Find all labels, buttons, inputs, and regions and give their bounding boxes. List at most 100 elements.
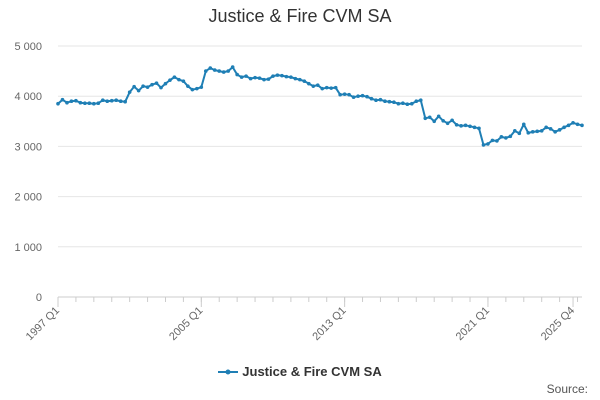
data-point[interactable] [226, 69, 230, 73]
data-point[interactable] [499, 135, 504, 139]
data-point[interactable] [154, 81, 159, 85]
data-point[interactable] [517, 131, 522, 136]
data-point[interactable] [289, 75, 293, 79]
data-point[interactable] [280, 73, 284, 78]
data-point[interactable] [159, 85, 163, 90]
data-point[interactable] [432, 119, 437, 124]
data-point[interactable] [145, 85, 150, 89]
data-point[interactable] [378, 97, 383, 102]
data-point[interactable] [427, 115, 432, 120]
data-point[interactable] [423, 116, 428, 121]
data-point[interactable] [369, 96, 374, 101]
data-point[interactable] [96, 101, 101, 106]
data-point[interactable] [333, 85, 338, 90]
data-point[interactable] [177, 77, 181, 82]
data-point[interactable] [69, 99, 74, 104]
data-point[interactable] [181, 79, 186, 83]
data-point[interactable] [78, 100, 83, 105]
data-point[interactable] [324, 85, 329, 90]
data-point[interactable] [320, 86, 325, 91]
data-point[interactable] [365, 94, 369, 99]
data-point[interactable] [262, 77, 266, 82]
data-point[interactable] [571, 121, 575, 125]
data-point[interactable] [508, 134, 513, 139]
data-point[interactable] [60, 97, 65, 102]
data-point[interactable] [136, 88, 141, 93]
data-point[interactable] [132, 84, 136, 89]
data-point[interactable] [83, 101, 87, 106]
data-point[interactable] [414, 99, 419, 104]
data-point[interactable] [105, 99, 110, 104]
data-point[interactable] [275, 73, 280, 77]
data-point[interactable] [526, 131, 531, 135]
data-point[interactable] [544, 125, 548, 130]
data-point[interactable] [513, 129, 517, 133]
data-point[interactable] [463, 123, 468, 128]
data-point[interactable] [298, 77, 302, 82]
data-point[interactable] [504, 136, 508, 140]
data-point[interactable] [257, 76, 262, 80]
data-point[interactable] [410, 101, 414, 106]
data-point[interactable] [118, 99, 123, 104]
data-point[interactable] [65, 100, 69, 105]
data-point[interactable] [486, 142, 490, 146]
data-point[interactable] [495, 139, 499, 143]
data-point[interactable] [271, 74, 275, 78]
data-point[interactable] [168, 78, 172, 82]
data-point[interactable] [490, 138, 495, 143]
data-point[interactable] [92, 101, 96, 106]
data-point[interactable] [221, 70, 226, 74]
data-point[interactable] [315, 83, 320, 87]
data-point[interactable] [360, 93, 365, 98]
data-point[interactable] [150, 82, 154, 87]
data-point[interactable] [329, 86, 334, 90]
data-point[interactable] [203, 69, 208, 73]
data-point[interactable] [450, 118, 454, 123]
data-point[interactable] [441, 119, 445, 123]
data-point[interactable] [530, 130, 535, 134]
data-point[interactable] [347, 92, 351, 97]
data-point[interactable] [342, 92, 347, 96]
data-point[interactable] [284, 74, 289, 79]
data-point[interactable] [557, 128, 562, 132]
data-point[interactable] [217, 69, 222, 73]
data-point[interactable] [307, 81, 311, 86]
data-point[interactable] [253, 75, 257, 80]
data-point[interactable] [208, 66, 213, 70]
data-point[interactable] [172, 75, 177, 79]
data-point[interactable] [74, 98, 78, 103]
data-point[interactable] [383, 99, 387, 104]
data-point[interactable] [459, 124, 463, 128]
data-point[interactable] [521, 122, 526, 127]
data-point[interactable] [405, 102, 410, 107]
legend[interactable]: Justice & Fire CVM SA [0, 364, 600, 379]
data-point[interactable] [163, 81, 168, 86]
data-point[interactable] [445, 121, 450, 126]
data-point[interactable] [481, 143, 486, 147]
data-point[interactable] [87, 101, 92, 106]
data-point[interactable] [396, 101, 401, 106]
data-point[interactable] [100, 98, 105, 103]
data-point[interactable] [374, 98, 378, 103]
data-point[interactable] [123, 99, 127, 104]
data-point[interactable] [109, 98, 114, 103]
data-point[interactable] [244, 74, 248, 78]
data-point[interactable] [56, 101, 60, 106]
data-point[interactable] [535, 129, 540, 134]
data-point[interactable] [356, 94, 360, 98]
data-point[interactable] [539, 129, 544, 133]
data-point[interactable] [468, 124, 472, 129]
data-point[interactable] [387, 99, 392, 104]
data-point[interactable] [190, 87, 195, 92]
data-point[interactable] [392, 100, 396, 105]
data-point[interactable] [418, 98, 423, 103]
data-point[interactable] [248, 76, 253, 81]
data-point[interactable] [553, 130, 557, 134]
data-point[interactable] [472, 125, 477, 130]
data-point[interactable] [127, 90, 132, 94]
data-point[interactable] [235, 72, 239, 77]
data-point[interactable] [199, 85, 204, 89]
data-point[interactable] [436, 114, 441, 119]
data-point[interactable] [338, 92, 342, 97]
data-point[interactable] [195, 86, 199, 91]
